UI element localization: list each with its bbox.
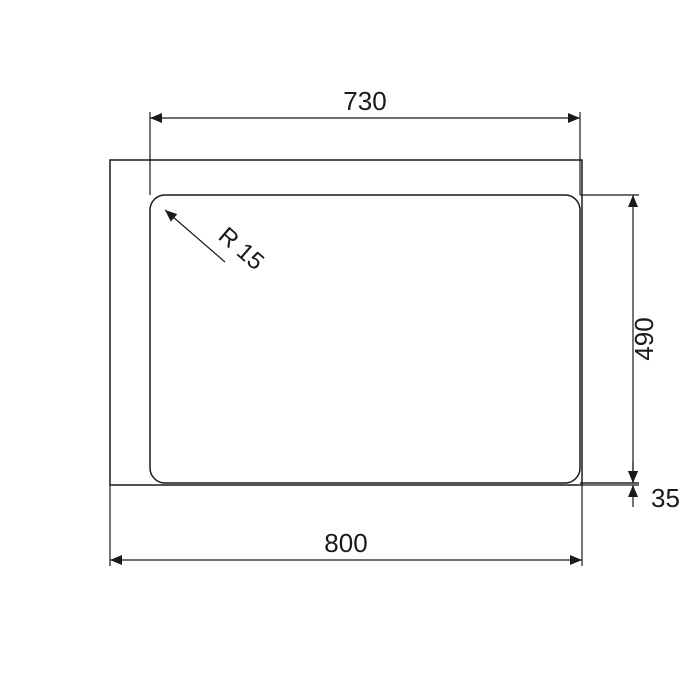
dim-right-height: 490 xyxy=(629,317,659,360)
dim-right-gap: 35 xyxy=(651,483,680,513)
inner-rect xyxy=(150,195,580,483)
dim-radius: R 15 xyxy=(213,222,269,276)
dim-bottom-width: 800 xyxy=(324,528,367,558)
dim-top-width: 730 xyxy=(343,86,386,116)
outer-rect xyxy=(110,160,582,485)
dimension-drawing: 730 800 490 35 R 15 xyxy=(0,0,700,700)
